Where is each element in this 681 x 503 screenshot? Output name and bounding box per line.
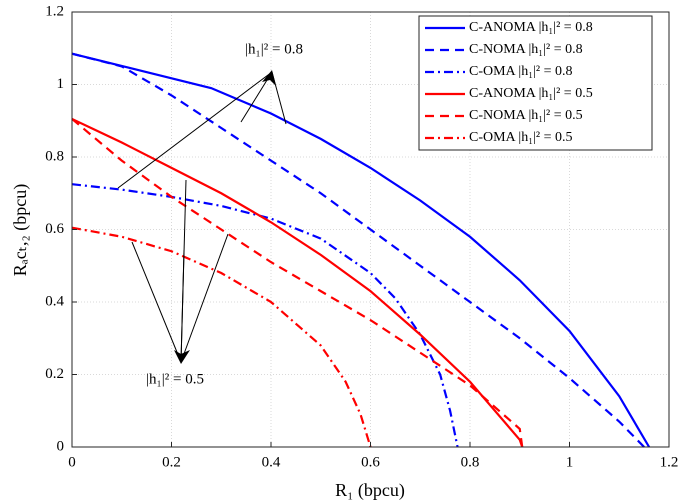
legend-label: C-ANOMA |h₁|² = 0.8 bbox=[469, 20, 593, 35]
arrow bbox=[180, 233, 229, 363]
legend-label: C-NOMA |h₁|² = 0.5 bbox=[469, 108, 583, 123]
y-tick-label: 0 bbox=[57, 438, 65, 454]
series-line bbox=[71, 52, 645, 448]
arrow bbox=[131, 241, 182, 363]
y-tick-label: 0.2 bbox=[45, 366, 64, 382]
annotation-arrows bbox=[117, 70, 287, 364]
x-tick-label: 0 bbox=[68, 454, 76, 470]
legend-label: C-ANOMA |h₁|² = 0.5 bbox=[469, 86, 593, 101]
legend-label: C-OMA |h₁|² = 0.5 bbox=[469, 130, 572, 145]
x-tick-label: 0.4 bbox=[262, 454, 281, 470]
arrow bbox=[117, 71, 273, 189]
x-tick-label: 1 bbox=[566, 454, 574, 470]
arrow bbox=[180, 249, 185, 363]
legend-label: C-OMA |h₁|² = 0.8 bbox=[469, 64, 572, 79]
lines bbox=[71, 52, 651, 448]
y-tick-label: 0.8 bbox=[45, 148, 64, 164]
x-tick-label: 0.6 bbox=[361, 454, 380, 470]
y-tick-label: 1 bbox=[57, 76, 65, 92]
y-tick-label: 0.4 bbox=[45, 293, 64, 309]
annotation: |h₁|² = 0.8 bbox=[245, 41, 303, 57]
x-tick-label: 0.8 bbox=[461, 454, 480, 470]
x-axis-label: R₁ (bpcu) bbox=[335, 480, 405, 501]
y-tick-label: 1.2 bbox=[45, 3, 64, 19]
arrow-head bbox=[262, 70, 276, 86]
legend-label: C-NOMA |h₁|² = 0.8 bbox=[469, 42, 583, 57]
x-tick-label: 0.2 bbox=[162, 454, 181, 470]
axes: 0 0.2 0.4 0.6 0.8 1 1.2 0 0.2 0.4 0.6 0.8 1 1.2 bbox=[45, 3, 678, 470]
legend: C-ANOMA |h₁|² = 0.8 C-NOMA |h₁|² = 0.8 C-O… bbox=[418, 15, 653, 151]
legend-box bbox=[418, 15, 653, 151]
annotation: |h₁|² = 0.5 bbox=[146, 371, 204, 387]
series-line bbox=[71, 118, 524, 448]
arrow-head bbox=[174, 350, 190, 364]
y-tick-label: 0.6 bbox=[45, 221, 64, 237]
y-axis-label: Rₐcₜ,₂ (bpcu) bbox=[10, 184, 31, 276]
x-tick-label: 1.2 bbox=[660, 454, 679, 470]
series-line bbox=[71, 226, 372, 448]
series-line bbox=[71, 183, 459, 448]
